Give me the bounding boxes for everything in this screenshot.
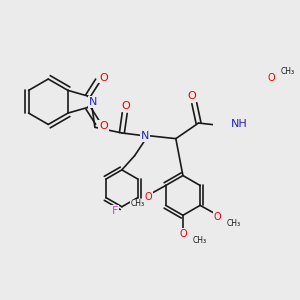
- Text: F: F: [112, 206, 118, 216]
- Text: CH₃: CH₃: [227, 219, 241, 228]
- Text: O: O: [187, 91, 196, 101]
- Text: O: O: [213, 212, 221, 222]
- Text: O: O: [99, 121, 108, 131]
- Text: O: O: [122, 101, 130, 111]
- Text: O: O: [179, 229, 187, 239]
- Text: CH₃: CH₃: [281, 67, 295, 76]
- Text: CH₃: CH₃: [193, 236, 207, 245]
- Text: NH: NH: [231, 119, 248, 129]
- Text: O: O: [99, 73, 108, 82]
- Text: N: N: [89, 97, 98, 107]
- Text: N: N: [140, 131, 149, 141]
- Text: O: O: [267, 73, 275, 82]
- Text: O: O: [145, 192, 152, 202]
- Text: CH₃: CH₃: [130, 200, 144, 208]
